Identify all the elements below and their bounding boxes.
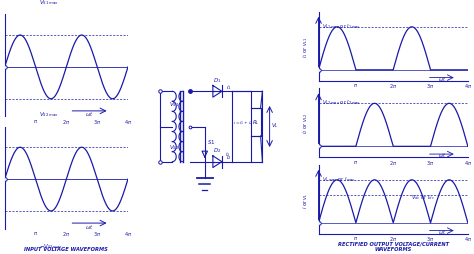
Text: $V_{S2\,max}$: $V_{S2\,max}$ (39, 110, 59, 119)
Text: $i_2$: $i_2$ (225, 149, 230, 158)
Text: $V_{L2\,max}$ or $I_{2\,max}$: $V_{L2\,max}$ or $I_{2\,max}$ (321, 98, 361, 107)
Text: $\omega t$: $\omega t$ (85, 110, 94, 118)
Text: $D_1$: $D_1$ (213, 76, 221, 85)
FancyBboxPatch shape (251, 108, 261, 136)
Text: $i$ or $v_L$: $i$ or $v_L$ (301, 191, 310, 208)
Text: $\omega t$: $\omega t$ (438, 227, 446, 235)
Text: $S1$: $S1$ (208, 137, 216, 145)
Text: $D_2$: $D_2$ (213, 146, 221, 155)
Text: $- V_{S1\,max}$: $- V_{S1\,max}$ (39, 129, 64, 138)
Text: $\omega t$: $\omega t$ (85, 222, 94, 230)
Text: $V_{S2}$: $V_{S2}$ (169, 142, 179, 151)
Text: $V_{L1\,max}$ or $I_{1\,max}$: $V_{L1\,max}$ or $I_{1\,max}$ (321, 22, 361, 31)
Text: $- V_{S2\,max}$: $- V_{S2\,max}$ (39, 241, 64, 250)
Text: $i_1$ or $v_{L1}$: $i_1$ or $v_{L1}$ (301, 36, 310, 58)
Text: $i_2$ or $v_{L2}$: $i_2$ or $v_{L2}$ (301, 113, 310, 134)
Text: $V_{S1\,max}$: $V_{S1\,max}$ (39, 0, 59, 7)
Text: $i_1$: $i_1$ (227, 83, 232, 91)
Text: INPUT VOLTAGE WAVEFORMS: INPUT VOLTAGE WAVEFORMS (25, 246, 108, 251)
Text: $V_{L\,max}$ or $I_{max}$: $V_{L\,max}$ or $I_{max}$ (321, 174, 356, 183)
Text: $\omega t$: $\omega t$ (438, 151, 446, 158)
Text: RECTIFIED OUTPUT VOLTAGE/CURRENT
WAVEFORMS: RECTIFIED OUTPUT VOLTAGE/CURRENT WAVEFOR… (338, 241, 449, 251)
Text: $V_{dc}$ or $I_{dc}$: $V_{dc}$ or $I_{dc}$ (411, 192, 435, 201)
Text: $i=i_1+i_2$: $i=i_1+i_2$ (233, 119, 253, 126)
Text: $\omega t$: $\omega t$ (438, 74, 446, 82)
Text: $i_2$: $i_2$ (227, 153, 232, 162)
Text: $R_L$: $R_L$ (252, 118, 259, 127)
Text: $V_L$: $V_L$ (272, 120, 279, 129)
Text: $V_{S1}$: $V_{S1}$ (169, 100, 179, 109)
